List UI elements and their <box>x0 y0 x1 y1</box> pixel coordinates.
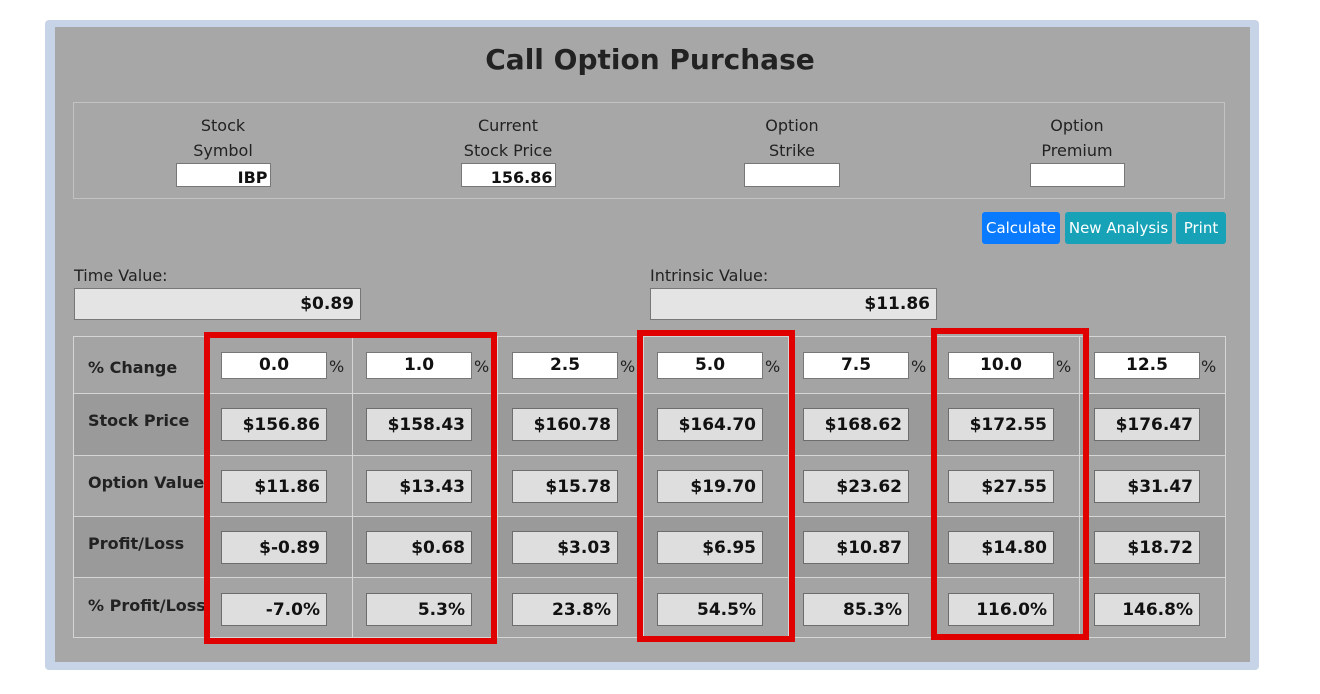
option-premium-input[interactable] <box>1029 163 1125 187</box>
row-divider <box>74 577 1225 578</box>
profit-loss-cell: $0.68 <box>366 531 472 564</box>
option-value-cell: $13.43 <box>366 470 472 503</box>
intrinsic-value-label: Intrinsic Value: <box>650 266 769 285</box>
highlight-box <box>637 330 795 642</box>
row-divider <box>74 455 1225 456</box>
stock-price-cell: $158.43 <box>366 408 472 441</box>
column-divider <box>788 337 789 637</box>
field-label-line1: Stock <box>200 116 246 135</box>
highlight-box <box>204 332 497 644</box>
row-label-percent-profit-loss: % Profit/Loss <box>88 596 206 615</box>
percent-profit-loss-cell: 54.5% <box>657 593 763 626</box>
field-label-line1: Current <box>477 116 539 135</box>
column-divider <box>497 337 498 637</box>
percent-sign: % <box>765 357 781 376</box>
inputs-section <box>73 102 1225 199</box>
percent-change-input[interactable]: 2.5 <box>512 352 618 379</box>
row-label-option-value: Option Value <box>88 473 205 492</box>
current-stock-price-input[interactable]: 156.86 <box>460 163 556 187</box>
percent-sign: % <box>1201 357 1217 376</box>
intrinsic-value-output: $11.86 <box>650 288 937 320</box>
percent-profit-loss-cell: 23.8% <box>512 593 618 626</box>
percent-change-input[interactable]: 0.0 <box>221 352 327 379</box>
percent-change-input[interactable]: 1.0 <box>366 352 472 379</box>
print-button[interactable]: Print <box>1176 212 1226 244</box>
field-label-line2: Premium <box>1041 141 1113 160</box>
option-premium-field: Option Premium <box>957 113 1197 187</box>
time-value-output: $0.89 <box>74 288 361 320</box>
highlight-box <box>931 328 1089 640</box>
field-label-line2: Symbol <box>193 141 253 160</box>
column-divider <box>643 337 644 637</box>
stock-symbol-input[interactable]: IBP <box>175 163 271 187</box>
profit-loss-cell: $3.03 <box>512 531 618 564</box>
option-strike-input[interactable] <box>744 163 840 187</box>
time-value-label: Time Value: <box>74 266 168 285</box>
percent-profit-loss-cell: -7.0% <box>221 593 327 626</box>
percent-profit-loss-cell: 146.8% <box>1094 593 1200 626</box>
percent-sign: % <box>474 357 490 376</box>
percent-profit-loss-cell: 5.3% <box>366 593 472 626</box>
profit-loss-cell: $6.95 <box>657 531 763 564</box>
stock-symbol-field: Stock Symbol IBP <box>103 113 343 187</box>
page-title: Call Option Purchase <box>485 43 815 76</box>
field-label-line1: Option <box>1050 116 1104 135</box>
percent-sign: % <box>620 357 636 376</box>
option-value-cell: $11.86 <box>221 470 327 503</box>
option-value-cell: $23.62 <box>803 470 909 503</box>
option-value-cell: $15.78 <box>512 470 618 503</box>
percent-change-input[interactable]: 7.5 <box>803 352 909 379</box>
calculate-button[interactable]: Calculate <box>982 212 1060 244</box>
field-label-line2: Strike <box>769 141 815 160</box>
option-value-cell: $19.70 <box>657 470 763 503</box>
column-divider <box>1079 337 1080 637</box>
new-analysis-button[interactable]: New Analysis <box>1065 212 1172 244</box>
percent-profit-loss-cell: 85.3% <box>803 593 909 626</box>
field-label-line2: Stock Price <box>463 141 553 160</box>
row-label-percent-change: % Change <box>88 358 178 377</box>
row-divider <box>74 516 1225 517</box>
row-divider <box>74 393 1225 394</box>
stock-price-cell: $156.86 <box>221 408 327 441</box>
stock-price-cell: $168.62 <box>803 408 909 441</box>
option-strike-field: Option Strike <box>672 113 912 187</box>
stock-price-cell: $176.47 <box>1094 408 1200 441</box>
current-stock-price-field: Current Stock Price 156.86 <box>388 113 628 187</box>
stock-price-cell: $164.70 <box>657 408 763 441</box>
row-label-stock-price: Stock Price <box>88 411 190 430</box>
percent-sign: % <box>911 357 927 376</box>
option-value-cell: $27.55 <box>948 470 1054 503</box>
percent-sign: % <box>329 357 345 376</box>
profit-loss-cell: $-0.89 <box>221 531 327 564</box>
stock-price-cell: $172.55 <box>948 408 1054 441</box>
option-value-cell: $31.47 <box>1094 470 1200 503</box>
profit-loss-cell: $18.72 <box>1094 531 1200 564</box>
column-divider <box>352 337 353 637</box>
percent-change-input[interactable]: 10.0 <box>948 352 1054 379</box>
row-label-profit-loss: Profit/Loss <box>88 534 185 553</box>
profit-loss-cell: $14.80 <box>948 531 1054 564</box>
stock-price-cell: $160.78 <box>512 408 618 441</box>
field-label-line1: Option <box>765 116 819 135</box>
profit-loss-cell: $10.87 <box>803 531 909 564</box>
percent-change-input[interactable]: 5.0 <box>657 352 763 379</box>
percent-change-input[interactable]: 12.5 <box>1094 352 1200 379</box>
percent-sign: % <box>1056 357 1072 376</box>
percent-profit-loss-cell: 116.0% <box>948 593 1054 626</box>
